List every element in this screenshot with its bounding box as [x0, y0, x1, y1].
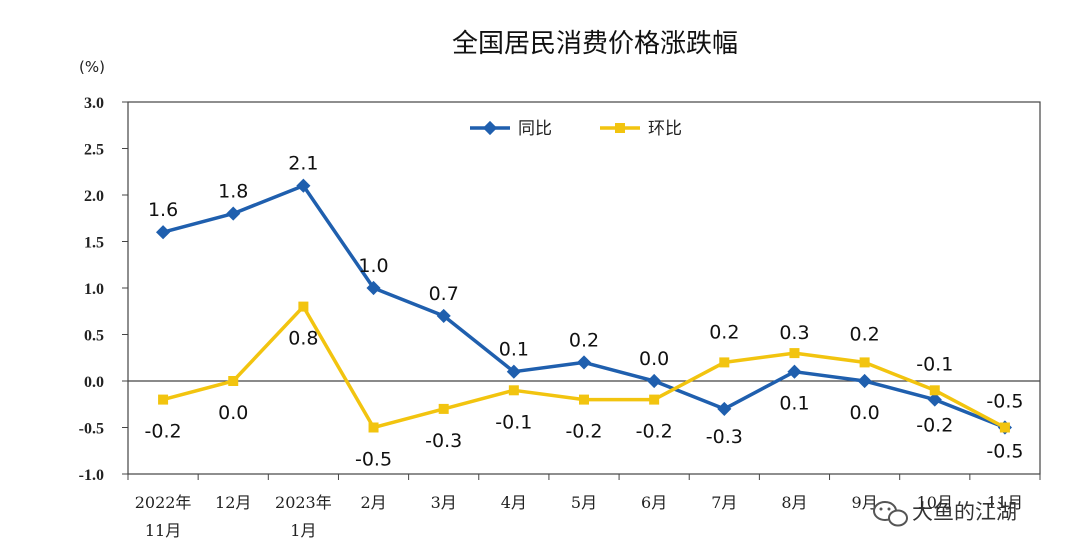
- series-line-yoy: [162, 183, 1006, 430]
- point-yoy: [296, 178, 311, 193]
- data-label-mom: -0.2: [565, 421, 602, 443]
- data-label-mom: 0.2: [850, 323, 880, 345]
- data-label-mom: 0.2: [709, 321, 739, 343]
- x-tick-label: 7月: [711, 493, 737, 512]
- x-tick-label: 6月: [641, 493, 667, 512]
- point-mom: [579, 394, 589, 405]
- point-mom: [508, 385, 519, 396]
- legend-label-yoy: 同比: [518, 119, 552, 139]
- point-mom: [999, 422, 1010, 433]
- y-tick-label: 0.5: [84, 328, 104, 345]
- series-group: [156, 178, 1012, 435]
- point-yoy: [366, 280, 381, 296]
- y-tick-label: 1.0: [84, 281, 104, 298]
- y-tick-label: 2.0: [84, 188, 104, 205]
- data-label-mom: 0.0: [218, 402, 248, 424]
- point-yoy: [156, 225, 171, 240]
- data-label-yoy: 0.2: [569, 329, 599, 351]
- x-tick-label: 12月: [215, 493, 251, 512]
- point-mom: [649, 394, 660, 405]
- plot-frame: [127, 101, 1041, 475]
- point-yoy: [226, 206, 241, 221]
- legend-marker-yoy: [482, 120, 498, 136]
- y-tick-label: 3.0: [84, 95, 104, 112]
- legend: 同比 环比: [470, 119, 682, 139]
- data-label-mom: -0.2: [636, 421, 673, 443]
- data-label-yoy: 0.1: [779, 393, 809, 415]
- data-label-mom: -0.1: [916, 353, 953, 375]
- point-mom: [719, 357, 730, 368]
- point-mom: [158, 394, 169, 405]
- point-yoy: [576, 355, 592, 370]
- x-tick-label: 11月: [987, 493, 1023, 512]
- data-label-yoy: -0.5: [986, 391, 1023, 413]
- x-tick-label: 2022年: [135, 493, 192, 512]
- point-mom: [298, 301, 309, 312]
- data-label-mom: -0.3: [425, 430, 462, 452]
- data-label-yoy: -0.2: [916, 415, 953, 437]
- y-axis-unit: (%): [79, 58, 105, 76]
- x-tick-label: 8月: [781, 493, 807, 512]
- point-mom: [789, 348, 800, 359]
- x-axis-ticks: 2022年 11月 12月 2023年 1月 2月 3月 4月 5月 6月 7月 8月 9月 10月 11月: [127, 474, 1041, 540]
- y-tick-label: 1.5: [84, 235, 104, 252]
- data-label-yoy: -0.3: [706, 426, 743, 448]
- x-tick-label: 1月: [290, 521, 316, 540]
- data-label-mom: -0.1: [495, 411, 532, 433]
- point-mom: [859, 357, 870, 368]
- x-tick-label: 9月: [852, 493, 878, 512]
- point-yoy: [647, 373, 662, 389]
- point-yoy: [927, 392, 942, 407]
- x-tick-label: 11月: [145, 521, 181, 540]
- y-tick-label: 0.0: [84, 374, 104, 391]
- watermark-text: 大鱼的江湖: [912, 500, 1017, 524]
- data-label-yoy: 2.1: [288, 153, 318, 175]
- x-tick-label: 4月: [501, 493, 527, 512]
- legend-marker-mom: [615, 123, 625, 133]
- point-yoy: [717, 401, 732, 416]
- data-label-mom: -0.5: [986, 441, 1023, 463]
- data-label-mom: 0.3: [779, 322, 809, 344]
- watermark: 大鱼的江湖: [873, 500, 1017, 527]
- data-label-yoy: 0.7: [429, 283, 459, 305]
- data-label-yoy: 0.1: [499, 339, 529, 361]
- data-label-yoy: 1.6: [148, 199, 178, 221]
- x-tick-label: 5月: [571, 493, 597, 512]
- point-mom: [228, 376, 239, 386]
- data-label-yoy: 1.8: [218, 181, 248, 203]
- point-mom: [368, 422, 379, 433]
- point-yoy: [436, 308, 451, 323]
- wechat-icon: [873, 501, 908, 527]
- axes: 3.0 2.5 2.0 1.5 1.0 0.5 0.0 -0.5 -1.0: [79, 95, 1041, 484]
- data-label-mom: 0.8: [288, 328, 318, 350]
- data-label-yoy: 0.0: [850, 402, 880, 424]
- legend-label-mom: 环比: [648, 119, 682, 139]
- point-mom: [929, 385, 940, 396]
- x-tick-label: 2023年: [275, 493, 332, 512]
- y-tick-label: -1.0: [79, 467, 104, 484]
- x-tick-label: 3月: [431, 493, 457, 512]
- data-label-yoy: 0.0: [639, 348, 669, 370]
- x-tick-label: 10月: [917, 493, 953, 512]
- y-tick-label: 2.5: [84, 142, 104, 159]
- data-labels: 1.6 1.8 2.1 1.0 0.7 0.1 0.2 0.0 -0.3 0.1 0.0 -0.2 -0…: [145, 153, 1024, 471]
- point-yoy: [787, 364, 802, 379]
- x-tick-label: 2月: [360, 493, 386, 512]
- chart-title: 全国居民消费价格涨跌幅: [452, 29, 738, 59]
- data-label-mom: -0.2: [145, 421, 182, 443]
- data-label-yoy: 1.0: [358, 255, 388, 277]
- data-label-mom: -0.5: [355, 449, 392, 471]
- point-mom: [438, 403, 449, 414]
- y-tick-label: -0.5: [79, 421, 104, 438]
- point-yoy: [857, 373, 872, 389]
